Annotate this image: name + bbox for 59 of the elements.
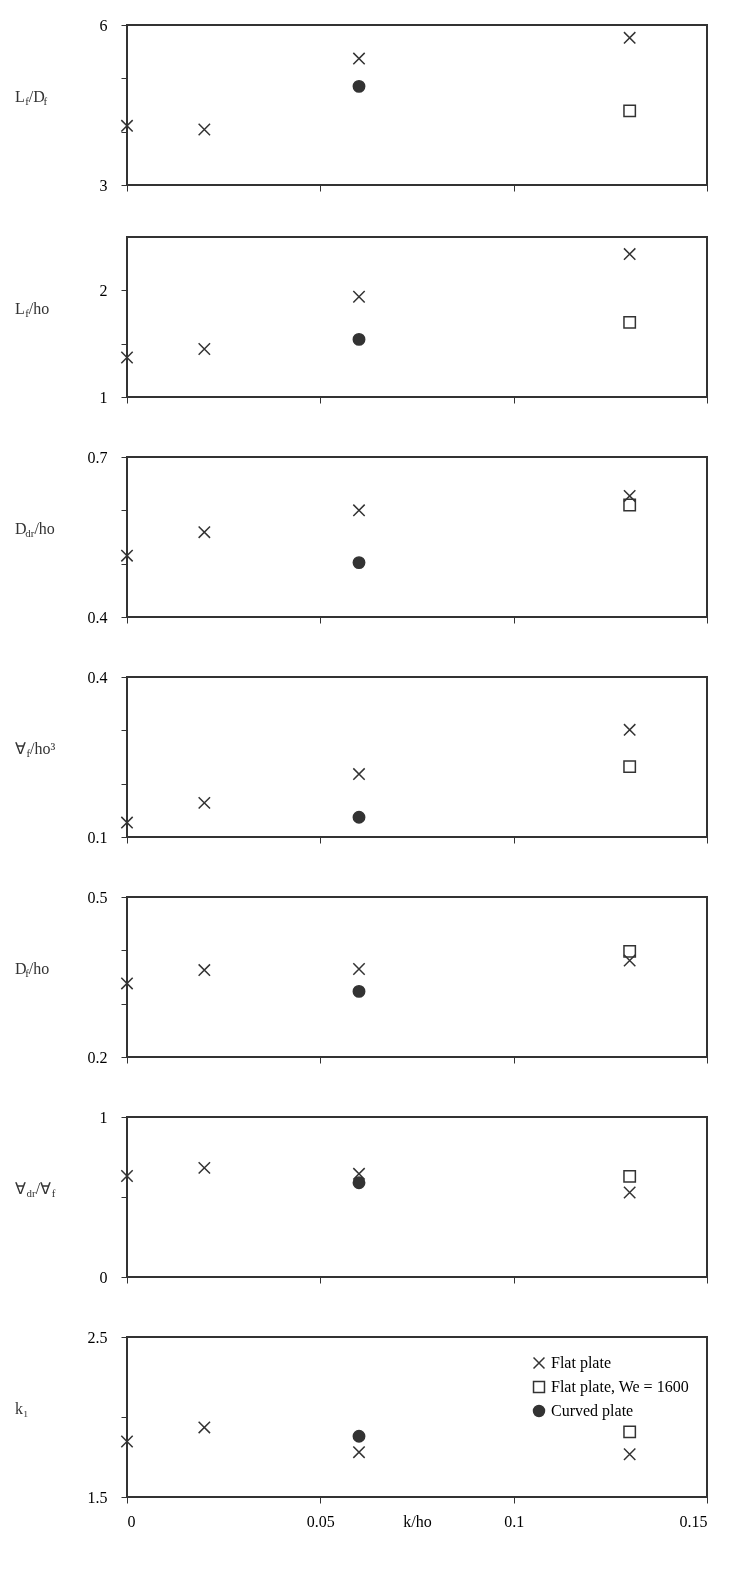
y-tick-label: 0 xyxy=(99,1268,108,1286)
y-axis-title: k₁ xyxy=(15,1400,29,1417)
y-tick-label: 0.5 xyxy=(87,888,108,906)
x-tick-label: 0 xyxy=(127,1512,136,1530)
point xyxy=(197,1161,211,1175)
y-tick-label: 3 xyxy=(99,176,108,194)
point xyxy=(352,556,366,570)
point xyxy=(352,52,366,66)
point xyxy=(623,31,637,45)
point xyxy=(623,760,637,774)
x-tick-label: 0.15 xyxy=(679,1512,708,1530)
point xyxy=(623,498,637,512)
point xyxy=(352,810,366,824)
point xyxy=(352,79,366,93)
point xyxy=(197,525,211,539)
y-tick-label: 0.7 xyxy=(87,448,108,466)
point xyxy=(623,489,637,503)
point xyxy=(352,503,366,517)
y-tick-label: 2 xyxy=(99,281,108,299)
legend-label: Curved plate xyxy=(551,1402,634,1420)
point xyxy=(623,1186,637,1199)
point xyxy=(352,332,366,346)
point xyxy=(623,247,637,261)
point xyxy=(623,723,637,737)
y-tick-label: 0.1 xyxy=(87,828,108,846)
y-tick-label: 0.4 xyxy=(87,608,108,626)
y-tick-label: 1.5 xyxy=(87,1488,108,1506)
point xyxy=(120,351,134,364)
point xyxy=(197,963,211,977)
point xyxy=(352,767,366,781)
y-tick-label: 1 xyxy=(99,388,108,406)
point xyxy=(352,1176,366,1190)
y-tick-label: 2.5 xyxy=(87,1328,108,1346)
point xyxy=(623,954,637,967)
x-tick-label: 0.05 xyxy=(306,1512,335,1530)
point xyxy=(623,1169,637,1183)
y-tick-label: 0.2 xyxy=(87,1048,108,1066)
point xyxy=(197,342,211,356)
point xyxy=(120,816,134,830)
point xyxy=(352,962,366,976)
legend-label: Flat plate xyxy=(551,1354,611,1372)
y-tick-label: 0.4 xyxy=(87,668,108,686)
point xyxy=(352,984,366,998)
point xyxy=(120,549,134,563)
point xyxy=(197,796,211,810)
point xyxy=(623,104,637,118)
point xyxy=(197,123,211,136)
y-tick-label: 6 xyxy=(99,16,108,34)
point xyxy=(623,315,637,329)
point xyxy=(352,290,366,304)
point xyxy=(352,1167,366,1181)
legend-label: Flat plate, We = 1600 xyxy=(551,1378,689,1396)
x-tick-label: 0.1 xyxy=(504,1512,525,1530)
point xyxy=(623,944,637,958)
point xyxy=(120,119,134,133)
y-tick-label: 1 xyxy=(99,1108,108,1126)
point xyxy=(120,1169,134,1183)
x-axis-title: k/ho xyxy=(403,1512,432,1530)
point xyxy=(120,976,134,990)
